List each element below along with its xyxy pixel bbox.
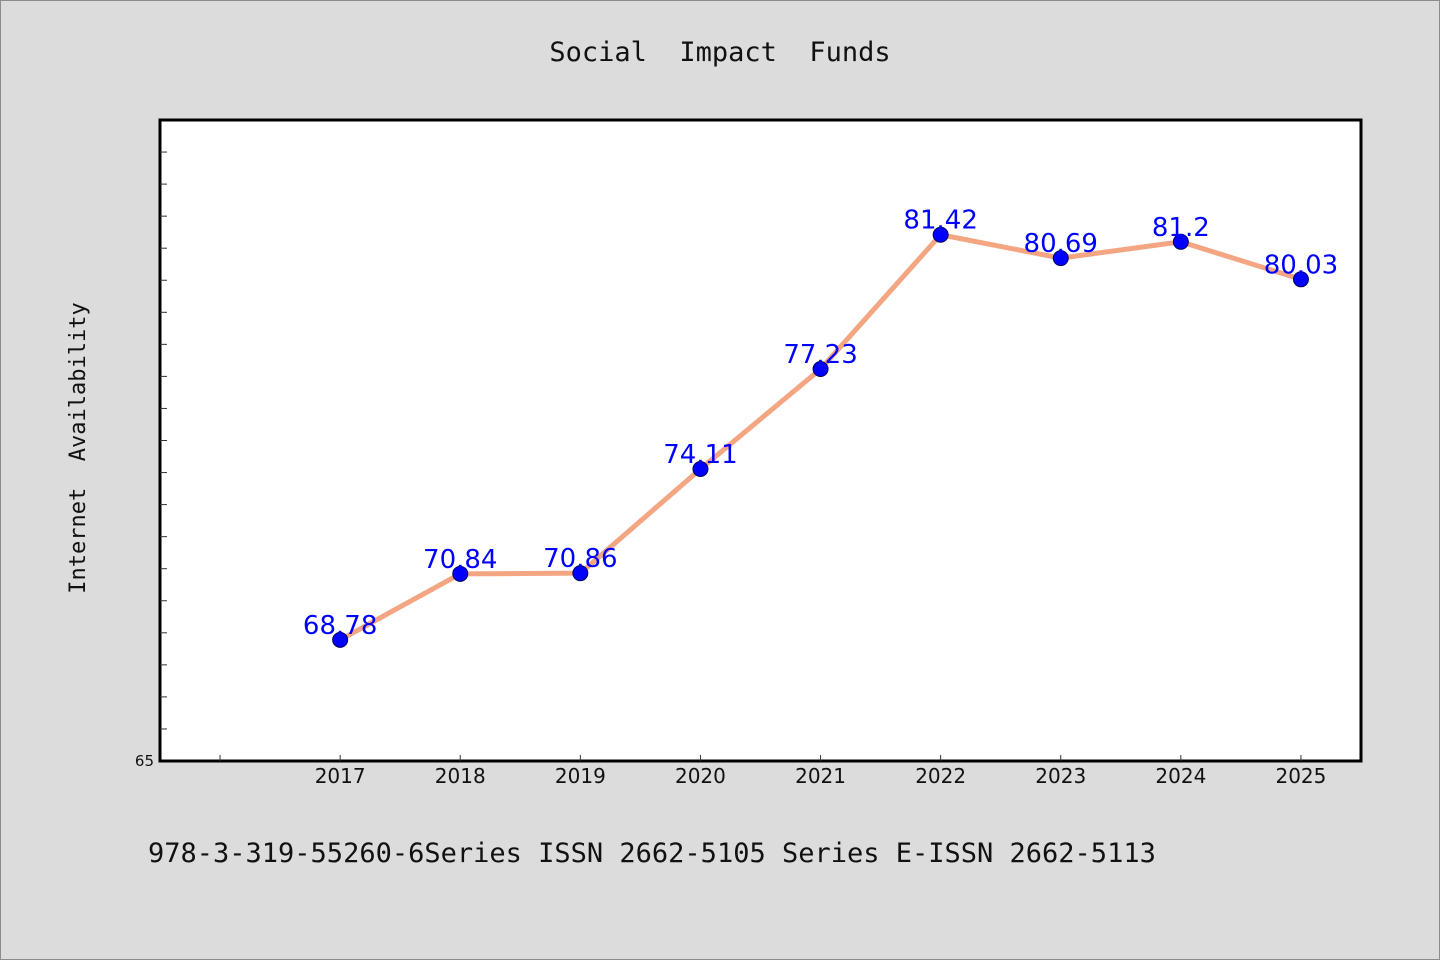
data-point <box>332 631 349 648</box>
data-point <box>1172 233 1189 250</box>
x-tick-label: 2023 <box>1035 764 1086 788</box>
data-label: 70.84 <box>423 545 497 575</box>
plot-area <box>158 118 1363 763</box>
data-label: 77.23 <box>783 340 857 370</box>
y-tick-label: 65 <box>135 752 154 770</box>
data-label: 68.78 <box>303 611 377 641</box>
data-point <box>1052 250 1069 267</box>
data-label: 81.2 <box>1152 213 1210 243</box>
data-label: 70.86 <box>543 544 617 574</box>
data-point <box>1292 271 1309 288</box>
data-labels: 68.78 70.84 70.86 74.11 77.23 81.42 80.69 81.2 8… <box>303 206 1338 641</box>
footer-isbn-text: 978-3-319-55260-6Series ISSN 2662-5105 S… <box>148 838 1156 869</box>
chart-title: Social Impact Funds <box>549 37 890 68</box>
x-tick-label: 2025 <box>1275 764 1326 788</box>
data-markers <box>332 226 1309 648</box>
x-axis-ticks <box>219 755 1302 761</box>
x-tick-label: 2020 <box>675 764 726 788</box>
data-label: 74.11 <box>663 440 737 470</box>
data-label: 80.03 <box>1264 250 1338 280</box>
x-tick-label: 2024 <box>1155 764 1206 788</box>
x-tick-label: 2018 <box>435 764 486 788</box>
x-tick-label: 2019 <box>555 764 606 788</box>
y-axis-label: Internet Availability <box>66 302 91 593</box>
data-point <box>692 461 709 478</box>
y-axis-ticks <box>160 151 167 730</box>
data-label: 81.42 <box>903 206 977 236</box>
data-point <box>812 361 829 378</box>
data-label: 80.69 <box>1024 229 1098 259</box>
data-point <box>452 565 469 582</box>
x-tick-label: 2022 <box>915 764 966 788</box>
data-point <box>932 226 949 243</box>
data-point <box>572 565 589 582</box>
x-tick-label: 2021 <box>795 764 846 788</box>
y-axis-tick-labels: 65 <box>135 752 154 770</box>
x-tick-label: 2017 <box>315 764 366 788</box>
x-axis-tick-labels: 2017 2018 2019 2020 2021 2022 2023 2024 2025 <box>315 764 1327 788</box>
